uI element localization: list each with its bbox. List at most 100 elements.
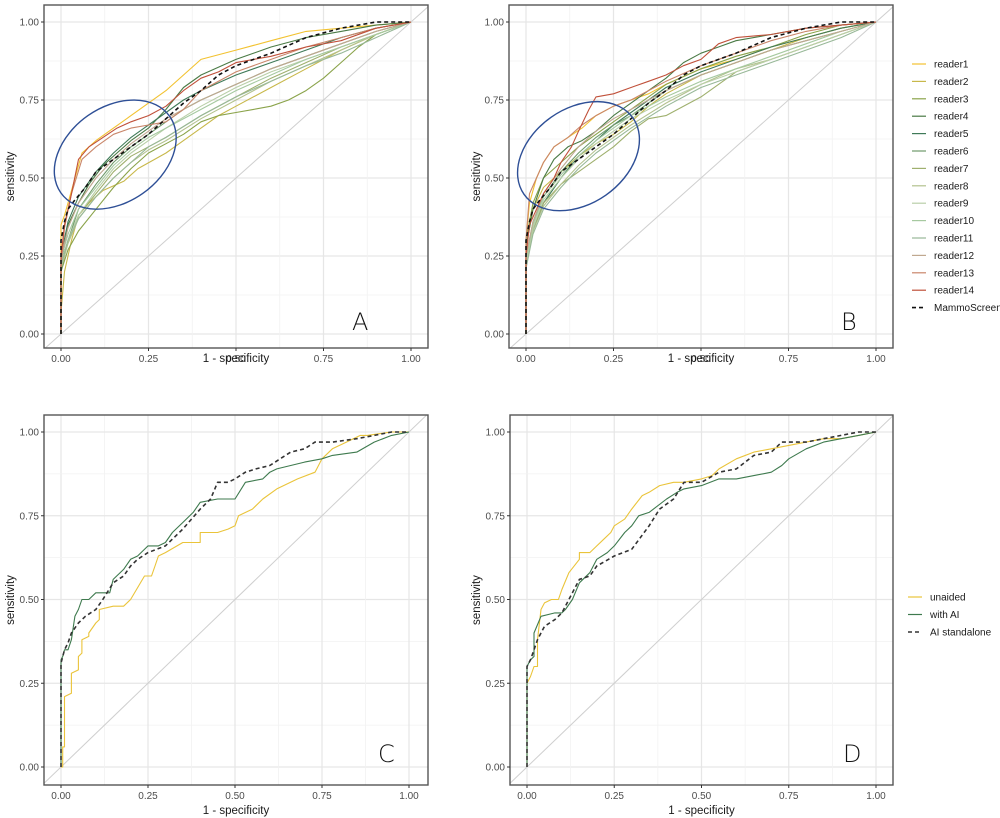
series-line-reader1: [60, 21, 412, 334]
y-tick-label: 0.00: [20, 763, 40, 774]
series-line-reader2: [60, 21, 412, 334]
y-tick-label: 0.25: [486, 679, 506, 690]
legend-label: reader6: [934, 147, 969, 158]
series-line-reader2: [525, 21, 877, 334]
series-line-reader13: [525, 21, 877, 334]
y-tick-label: 1.00: [20, 428, 40, 439]
legend-item: reader8: [912, 181, 969, 192]
x-tick-label: 0.25: [605, 791, 625, 802]
reference-diagonal: [510, 415, 893, 785]
panel-letter: B: [841, 308, 857, 336]
series-line-reader11: [525, 21, 877, 334]
reference-diagonal: [44, 6, 428, 348]
y-tick-label: 0.25: [20, 252, 40, 263]
series-line-reader9: [525, 21, 877, 334]
series-line-ai-standalone: [526, 431, 876, 767]
x-tick-label: 0.00: [51, 791, 71, 802]
series-line-reader11: [60, 21, 412, 334]
series-line-reader14: [60, 21, 412, 334]
reference-diagonal: [509, 6, 893, 348]
legend-label: AI standalone: [930, 628, 992, 639]
legend: reader1 reader2 reader3 reader4 reader5 reade…: [912, 60, 1000, 314]
highlight-ellipse: [53, 99, 177, 210]
x-axis-label: 1 - specificity: [668, 805, 735, 817]
y-axis-label: sensitivity: [5, 151, 17, 201]
legend-item: reader5: [912, 129, 969, 140]
legend-label: MammoScreen: [934, 303, 1000, 314]
y-tick-label: 0.75: [485, 96, 505, 107]
x-tick-label: 0.25: [138, 791, 158, 802]
legend-item: AI standalone: [908, 628, 992, 639]
legend-label: with AI: [929, 610, 959, 621]
legend-label: reader10: [934, 216, 974, 227]
x-tick-label: 0.50: [226, 354, 246, 365]
y-tick-label: 0.50: [20, 595, 40, 606]
y-tick-label: 0.75: [20, 96, 40, 107]
y-tick-label: 0.00: [485, 330, 505, 341]
plot-area: [44, 415, 427, 785]
series-line-unaided: [61, 431, 409, 768]
y-axis-label: sensitivity: [471, 575, 483, 625]
legend-item: MammoScreen: [912, 303, 1000, 314]
y-tick-label: 1.00: [486, 428, 506, 439]
legend-label: reader3: [934, 94, 969, 105]
y-tick-label: 0.75: [20, 511, 40, 522]
x-tick-label: 0.50: [692, 791, 712, 802]
legend-item: reader1: [912, 60, 969, 71]
series-line-unaided: [526, 431, 877, 767]
highlight-ellipse: [516, 100, 641, 212]
series-line-reader3: [60, 21, 412, 334]
x-tick-label: 1.00: [866, 354, 886, 365]
y-tick-label: 0.25: [485, 252, 505, 263]
series-line-mammoscreen: [525, 21, 876, 334]
legend-item: reader12: [912, 251, 974, 262]
series-line-reader12: [525, 21, 877, 334]
series-line-with-ai: [60, 431, 410, 767]
legend-label: reader9: [934, 199, 969, 210]
x-tick-label: 0.00: [516, 354, 536, 365]
legend-label: reader14: [934, 286, 974, 297]
y-tick-label: 0.50: [485, 174, 505, 185]
legend-label: reader11: [934, 234, 974, 245]
y-tick-label: 0.00: [486, 763, 506, 774]
x-tick-label: 1.00: [399, 791, 419, 802]
x-tick-label: 0.00: [51, 354, 71, 365]
legend-item: unaided: [908, 593, 966, 604]
legend-item: reader10: [912, 216, 974, 227]
series-line-reader14: [525, 21, 877, 334]
legend-item: reader14: [912, 286, 974, 297]
y-tick-label: 1.00: [485, 18, 505, 29]
legend-item: reader7: [912, 164, 969, 175]
panel-a: 0.00 0.25 0.50 0.75 1.00 0.00 0.25 0.50 0.75 1.00…: [5, 4, 429, 365]
legend-item: with AI: [908, 610, 959, 621]
x-axis-label: 1 - specificity: [668, 353, 735, 365]
series-line-reader12: [60, 21, 412, 334]
gridlines: [510, 415, 893, 785]
legend-item: reader11: [912, 234, 974, 245]
series-line-reader10: [60, 21, 412, 334]
legend-label: reader4: [934, 112, 969, 123]
legend-label: reader7: [934, 164, 969, 175]
x-tick-label: 0.75: [779, 791, 799, 802]
x-tick-label: 0.25: [604, 354, 624, 365]
legend-item: reader6: [912, 147, 969, 158]
y-axis-label: sensitivity: [5, 575, 17, 625]
x-tick-label: 0.50: [225, 791, 245, 802]
series-line-with-ai: [526, 431, 877, 767]
x-tick-label: 1.00: [401, 354, 421, 365]
legend-item: reader9: [912, 199, 969, 210]
x-tick-label: 0.75: [314, 354, 334, 365]
y-tick-label: 0.25: [20, 679, 40, 690]
panel-d: 0.00 0.25 0.50 0.75 1.00 0.00 0.25 0.50 0.75 1.00…: [471, 414, 894, 817]
legend-item: reader3: [912, 94, 969, 105]
panel-letter: A: [352, 308, 368, 336]
x-tick-label: 0.50: [691, 354, 711, 365]
y-axis-label: sensitivity: [471, 151, 483, 201]
panel-letter: D: [843, 740, 861, 768]
legend-item: reader2: [912, 77, 969, 88]
y-tick-label: 0.75: [486, 511, 506, 522]
legend-label: reader2: [934, 77, 969, 88]
y-tick-label: 0.00: [20, 330, 40, 341]
plot-area: [509, 6, 893, 348]
legend-label: reader8: [934, 181, 969, 192]
